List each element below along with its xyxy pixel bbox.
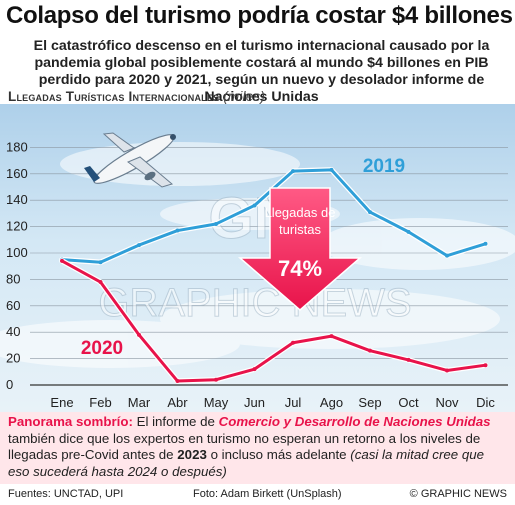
footnote-part2: también dice que los expertos en turismo… [8, 430, 481, 463]
y-tick-label: 120 [6, 219, 28, 234]
point-2020-May [214, 377, 218, 382]
point-2020-Mar [137, 332, 141, 337]
footnote-lead: Panorama sombrío: [8, 414, 133, 429]
point-2020-Ago [329, 334, 334, 339]
x-tick-labels: Ene Feb Mar Abr May Jun Jul Ago Sep Oct Nov Dic [50, 395, 495, 410]
y-tick-labels: 0 20 40 60 80 100 120 140 160 180 [6, 139, 28, 392]
point-2019-May [214, 221, 218, 226]
point-2020-Dic [483, 363, 488, 368]
decline-label-line2: turistas [279, 222, 321, 237]
watermark: GN GRAPHIC NEWS [98, 186, 412, 326]
line-chart: 0 20 40 60 80 100 120 140 160 180 Ene Feb Mar Abr May… [0, 104, 515, 412]
footnote-part1: El informe de [132, 414, 219, 429]
point-2019-Jul [291, 169, 295, 174]
credits-bar: Fuentes: UNCTAD, UPI Foto: Adam Birkett … [0, 486, 515, 505]
point-2019-Ago [329, 167, 334, 172]
x-tick-label: Ago [320, 395, 343, 410]
y-tick-label: 180 [6, 139, 28, 154]
header: Colapso del turismo podría costar $4 bil… [0, 0, 515, 112]
page-title: Colapso del turismo podría costar $4 bil… [6, 2, 513, 29]
point-2020-Feb [98, 280, 103, 285]
copyright: © GRAPHIC NEWS [409, 488, 507, 500]
point-2020-Nov [445, 368, 449, 373]
chart-title-text: Llegadas Turísticas Internacionales [8, 89, 220, 104]
clouds [0, 142, 515, 368]
x-tick-label: Dic [476, 395, 495, 410]
airplane-engine [144, 171, 156, 181]
source-credit: Fuentes: UNCTAD, UPI [8, 488, 124, 500]
chart-unit: (miles) [223, 89, 266, 104]
decline-arrow [237, 187, 363, 311]
footnote-part3: o incluso más adelante [206, 447, 351, 462]
subtitle: El catastrófico descenso en el turismo i… [33, 38, 490, 105]
x-tick-label: Oct [398, 395, 419, 410]
x-tick-label: Ene [50, 395, 73, 410]
y-tick-label: 160 [6, 166, 28, 181]
point-2020-Jul [291, 340, 295, 345]
x-tick-label: Abr [167, 395, 188, 410]
point-2019-Dic [483, 241, 488, 246]
decline-label-line1: Llegadas de [265, 205, 336, 220]
y-tick-label: 100 [6, 245, 28, 260]
x-tick-label: Sep [358, 395, 381, 410]
point-2020-Jun [252, 367, 257, 372]
x-tick-label: Jul [285, 395, 302, 410]
point-2019-Mar [137, 243, 141, 248]
airplane-illustration [84, 132, 176, 188]
chart-title: Llegadas Turísticas Internacionales (mil… [8, 89, 265, 104]
point-2020-Oct [406, 357, 411, 362]
series-label-2019: 2019 [363, 156, 405, 177]
point-2020-Ene [60, 258, 64, 263]
point-2019-Sep [368, 210, 372, 215]
footnote-parenthetical: (casi la mitad cree que eso sucederá has… [8, 447, 485, 479]
x-tick-label: Mar [128, 395, 151, 410]
series-2020-line [60, 259, 487, 383]
point-2019-Abr [175, 228, 180, 233]
point-2019-Nov [445, 253, 449, 258]
footnote-organization: Comercio y Desarrollo de Naciones Unidas [218, 414, 491, 429]
y-tick-label: 40 [6, 324, 20, 339]
point-2020-Sep [368, 348, 372, 353]
watermark-text: GRAPHIC NEWS [98, 281, 411, 325]
y-tick-label: 60 [6, 298, 20, 313]
x-tick-label: Jun [244, 395, 265, 410]
footnote-year: 2023 [177, 447, 207, 462]
y-tick-label: 140 [6, 192, 28, 207]
point-2019-Feb [98, 260, 103, 265]
x-tick-label: Nov [435, 395, 459, 410]
point-2019-Jun [252, 203, 257, 208]
point-2019-Oct [406, 229, 411, 234]
airplane-wing-back [102, 132, 136, 153]
airplane-tail [84, 166, 100, 182]
airplane-nose [170, 134, 176, 140]
y-tick-label: 80 [6, 271, 20, 286]
x-tick-label: May [204, 395, 229, 410]
point-2020-Abr [175, 379, 180, 384]
footnote-panel [0, 412, 515, 484]
photo-credit: Foto: Adam Birkett (UnSplash) [193, 488, 342, 500]
series-label-2020: 2020 [81, 338, 123, 359]
decline-value: 74% [278, 256, 322, 281]
footnote-text: Panorama sombrío: El informe de Comercio… [8, 414, 508, 480]
y-tick-label: 0 [6, 377, 13, 392]
decline-annotation: Llegadas de turistas 74% [237, 187, 363, 311]
y-tick-label: 20 [6, 351, 20, 366]
x-tick-label: Feb [89, 395, 111, 410]
